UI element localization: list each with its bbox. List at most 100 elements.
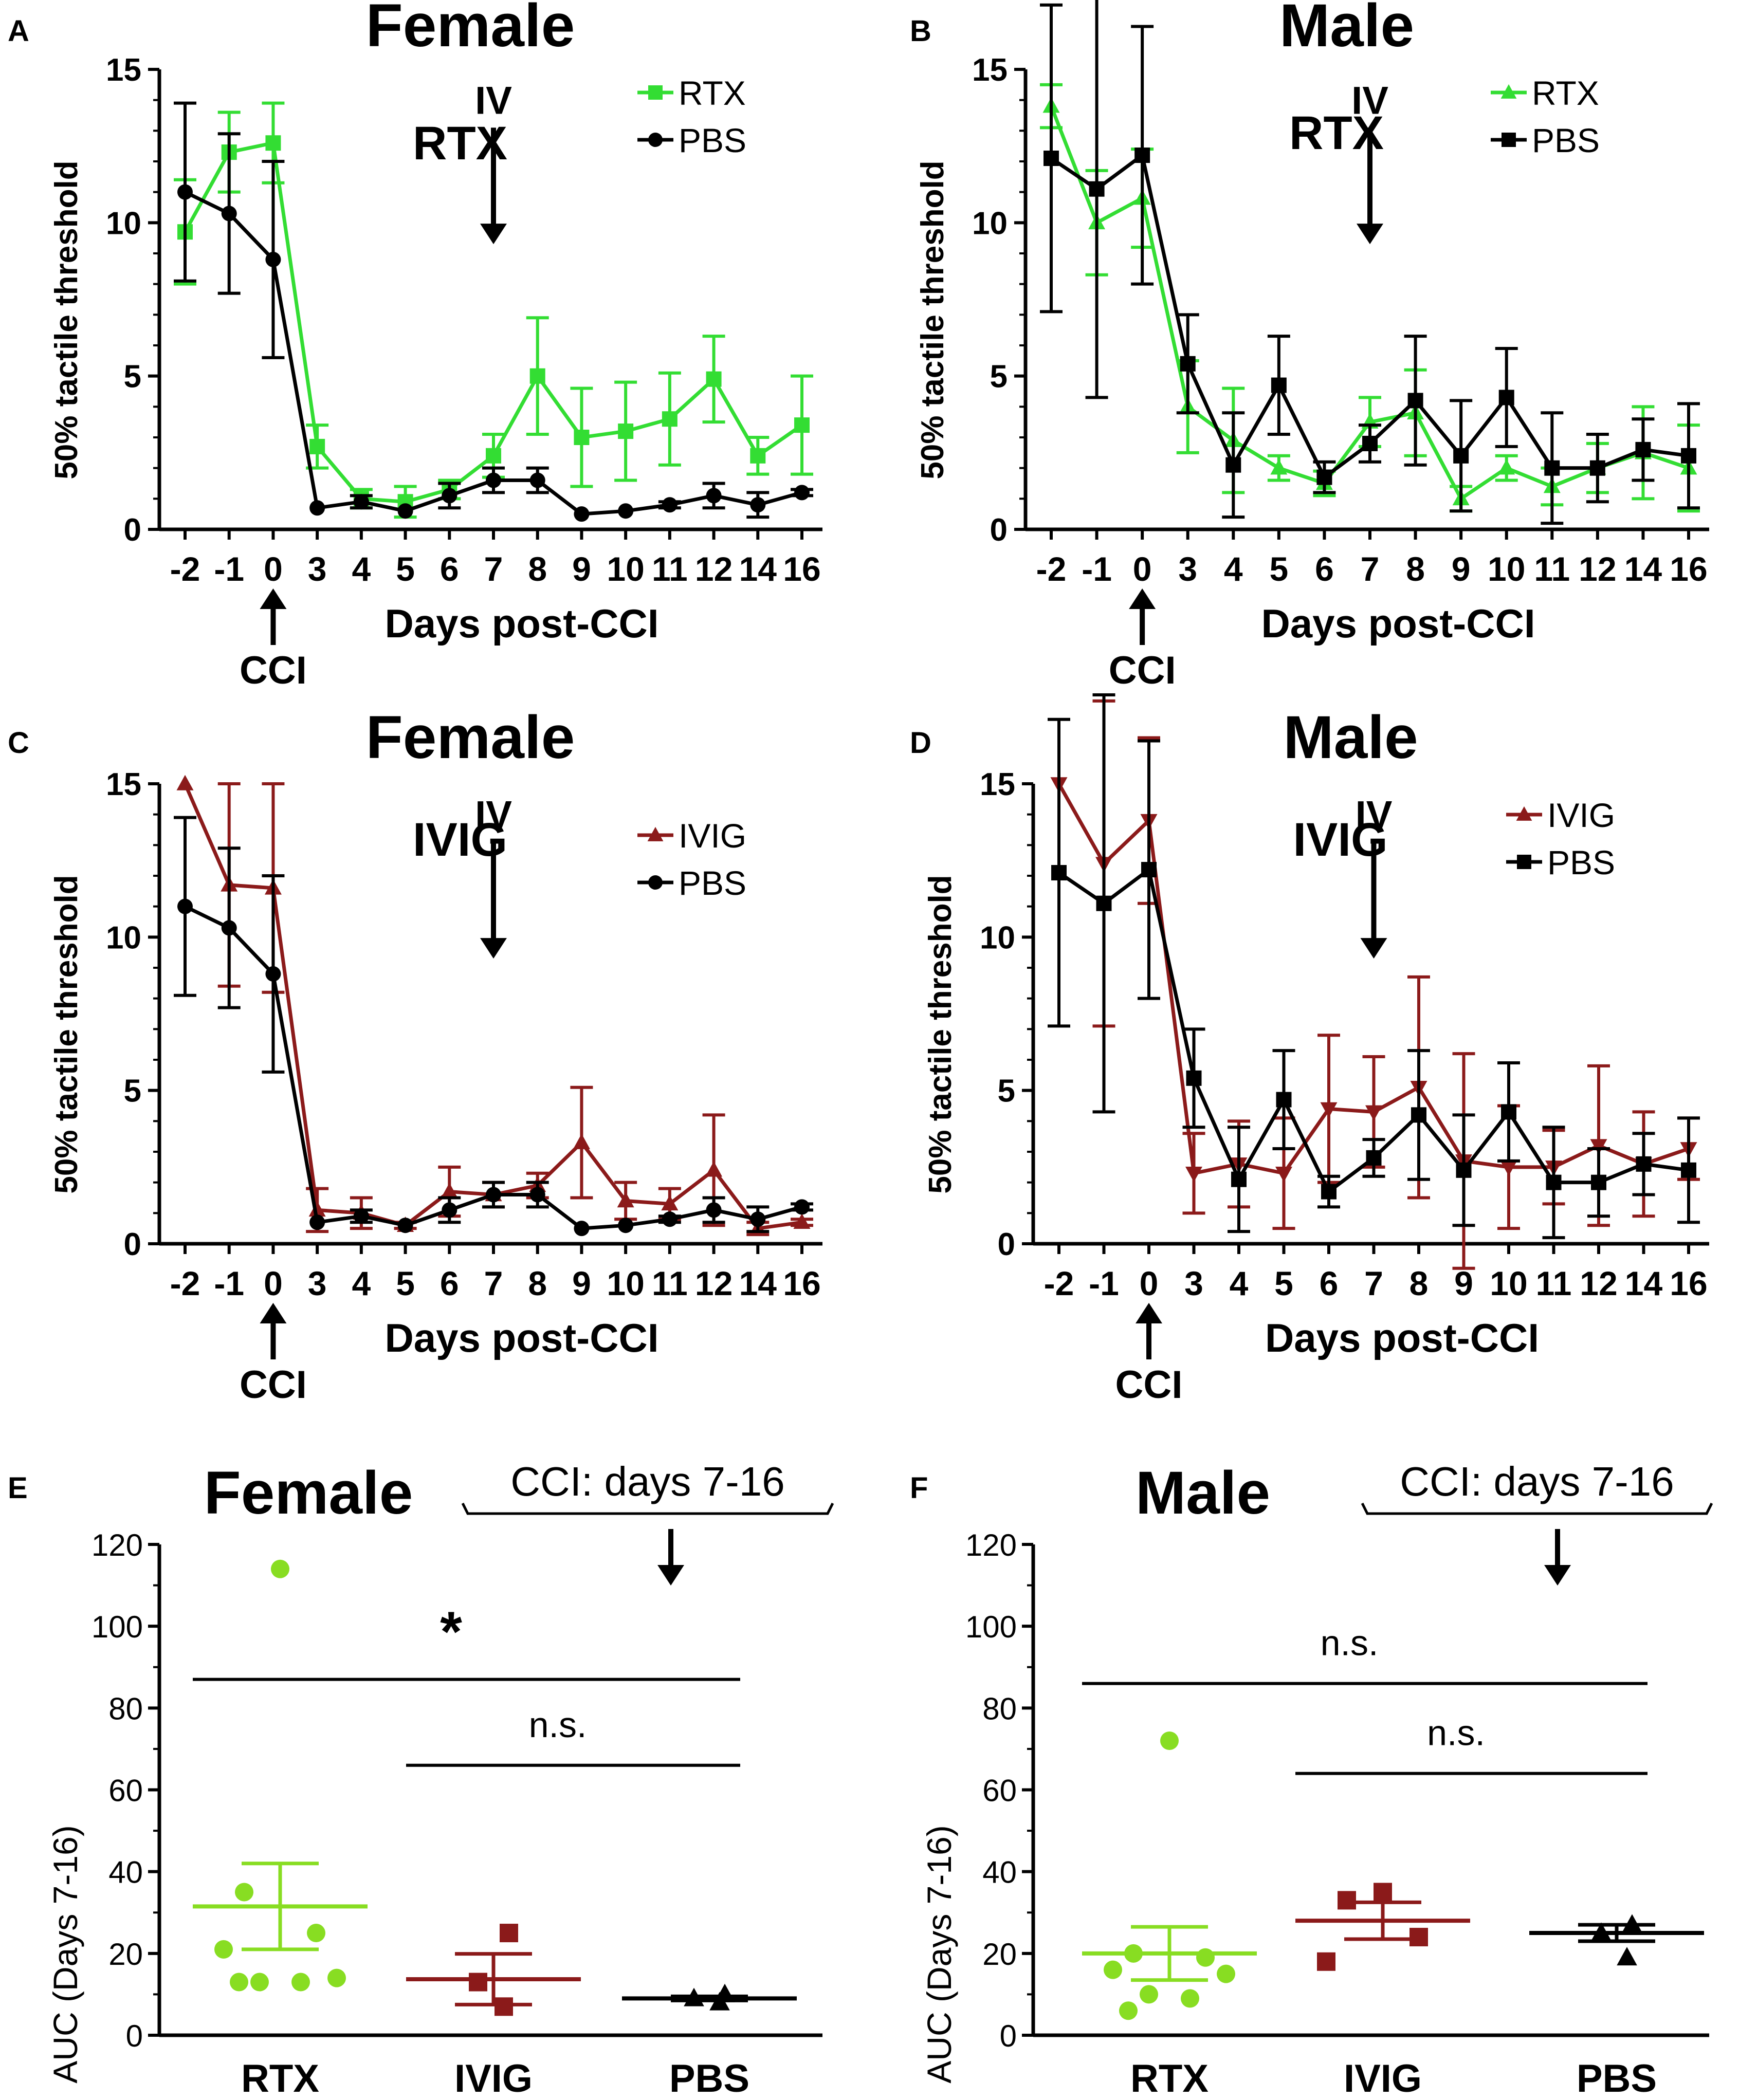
panel-e-bracket-arrow-head — [657, 1565, 684, 1586]
panel-c-xtick-label: 11 — [652, 1264, 688, 1302]
panel-f-bracket-arrow-head — [1544, 1565, 1571, 1586]
panel-a-legend-marker — [648, 133, 663, 147]
panel-e-ylabel: AUC (Days 7-16) — [46, 1825, 84, 2083]
panel-b-point — [1362, 435, 1378, 451]
panel-c-point — [441, 1183, 458, 1199]
panel-e-ytick-label: 20 — [108, 1937, 143, 1972]
panel-b-ytick-label: 5 — [990, 359, 1008, 395]
panel-d-point — [1546, 1174, 1562, 1190]
panel-c-point — [176, 775, 194, 790]
panel-f-ytick-label: 20 — [982, 1937, 1017, 1972]
panel-e-ytick-label: 40 — [108, 1855, 143, 1890]
panel-b-point — [1134, 148, 1150, 163]
panel-d-point — [1141, 862, 1157, 878]
panel-d-xtick-label: 5 — [1274, 1264, 1293, 1302]
panel-c-point — [793, 1213, 811, 1229]
panel-a-point — [662, 497, 678, 513]
panel-f-data-point — [1374, 1883, 1392, 1902]
panel-e-letter: E — [8, 1471, 28, 1505]
panel-a-point — [486, 472, 501, 488]
panel-c-xtick-label: 14 — [739, 1264, 777, 1302]
panel-d-point — [1590, 1139, 1607, 1155]
panel-c-legend-marker — [647, 826, 664, 841]
panel-a-point — [794, 417, 810, 433]
panel-e-ytick-label: 60 — [108, 1774, 143, 1808]
panel-b-xtick-label: 12 — [1579, 550, 1616, 588]
panel-a-point — [529, 472, 545, 488]
panel-c-point — [353, 1208, 369, 1224]
panel-b-xtick-label: 0 — [1133, 550, 1152, 588]
panel-d-point — [1276, 1092, 1292, 1108]
panel-d-point — [1231, 1171, 1247, 1187]
panel-d-iv-arrow-head — [1360, 938, 1387, 959]
panel-a-xtick-label: 8 — [528, 550, 547, 588]
panel-a-cci-label: CCI — [240, 649, 307, 692]
panel-b-legend-marker — [1500, 84, 1517, 99]
panel-b-ytick-label: 15 — [972, 52, 1008, 88]
panel-a-point — [309, 500, 325, 516]
panel-f-ytick-label: 120 — [965, 1528, 1017, 1562]
panel-f-ytick-label: 80 — [982, 1691, 1017, 1726]
panel-f-data-point — [1181, 1989, 1199, 2008]
panel-d-iv-label: IV — [1356, 794, 1393, 837]
panel-e-category-label: PBS — [669, 2057, 749, 2100]
panel-e-data-point — [469, 1973, 487, 1992]
panel-b-point — [1180, 356, 1196, 372]
panel-c-point — [661, 1195, 679, 1211]
panel-c-xtick-label: 0 — [264, 1264, 283, 1302]
panel-a-point — [706, 488, 722, 504]
panel-f-significance-label: n.s. — [1321, 1623, 1379, 1663]
panel-c-xtick-label: -1 — [214, 1264, 244, 1302]
panel-d-xtick-label: 11 — [1536, 1264, 1572, 1302]
panel-e-bracket-label: CCI: days 7-16 — [510, 1459, 785, 1504]
panel-a-point — [265, 251, 281, 267]
panel-b-xtick-label: 10 — [1488, 550, 1525, 588]
panel-d-point — [1591, 1174, 1606, 1190]
panel-b-xtick-label: 11 — [1534, 550, 1570, 588]
panel-f-data-point — [1196, 1948, 1215, 1967]
panel-d-xtick-label: 8 — [1409, 1264, 1429, 1302]
panel-b-point — [1498, 459, 1515, 475]
panel-a-xtick-label: 16 — [783, 550, 820, 588]
panel-b-point — [1089, 181, 1105, 197]
panel-d-series-pbs — [1048, 693, 1700, 1240]
panel-e-data-point — [495, 1997, 513, 2016]
panel-a-point — [618, 423, 634, 439]
panel-c-iv-label: IV — [475, 794, 512, 837]
panel-e-data-point — [250, 1973, 269, 1992]
panel-d-point — [1185, 1167, 1202, 1183]
panel-e-significance-label: n.s. — [529, 1705, 587, 1745]
panel-b-legend-marker — [1502, 133, 1516, 147]
panel-d-xtick-label: 6 — [1320, 1264, 1339, 1302]
panel-d-legend-label: IVIG — [1547, 796, 1615, 834]
panel-c-point — [750, 1211, 766, 1227]
panel-c-point — [618, 1218, 634, 1233]
panel-e-data-point — [230, 1973, 248, 1992]
panel-c-point — [706, 1202, 722, 1218]
panel-f-data-point — [1617, 1947, 1637, 1966]
panel-d-cci-label: CCI — [1115, 1363, 1183, 1407]
panel-e-group-pbs — [622, 1983, 797, 2011]
panel-e-group-ivig — [406, 1924, 581, 2016]
panel-b-xtick-label: 7 — [1361, 550, 1380, 588]
panel-b-xlabel: Days post-CCI — [1261, 601, 1535, 646]
panel-b-point — [1271, 377, 1287, 393]
panel-b-xtick-label: 8 — [1406, 550, 1425, 588]
panel-c-point — [705, 1161, 723, 1177]
panel-a-legend-label: RTX — [679, 74, 746, 112]
panel-d-xtick-label: 9 — [1454, 1264, 1473, 1302]
panel-c-xtick-label: 16 — [783, 1264, 820, 1302]
panel-b-point — [1044, 151, 1059, 167]
panel-f-ytick-label: 40 — [982, 1855, 1017, 1890]
panel-e-ytick-label: 0 — [126, 2019, 143, 2053]
panel-a-point — [177, 184, 193, 200]
panel-c-xtick-label: 5 — [396, 1264, 415, 1302]
panel-c-point — [177, 898, 193, 914]
panel-a-legend-label: PBS — [679, 121, 746, 159]
panel-e-bracket — [461, 1502, 834, 1515]
panel-d-ytick-label: 15 — [980, 767, 1015, 802]
panel-f-ytick-label: 0 — [1000, 2019, 1017, 2053]
panel-a-ytick-label: 5 — [124, 359, 141, 395]
panel-b-point — [1270, 459, 1288, 475]
panel-f-data-point — [1217, 1964, 1235, 1983]
